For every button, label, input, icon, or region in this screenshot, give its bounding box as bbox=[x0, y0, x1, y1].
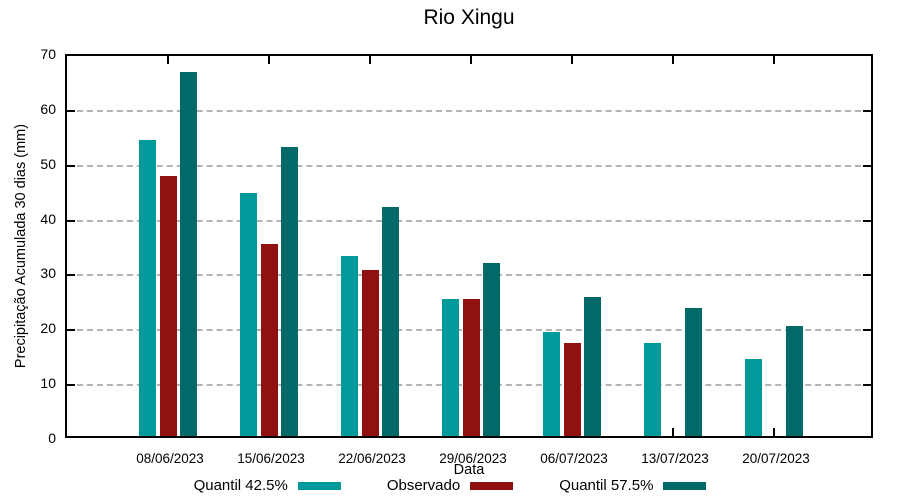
y-tick-label-60: 60 bbox=[40, 100, 56, 117]
x-tick-label-22-06-2023: 22/06/2023 bbox=[338, 451, 406, 466]
x-tick-mark bbox=[571, 56, 573, 64]
legend: Quantil 42.5% Observado Quantil 57.5% bbox=[0, 477, 900, 494]
x-tick-label-13-07-2023: 13/07/2023 bbox=[641, 451, 709, 466]
chart-title: Rio Xingu bbox=[423, 6, 515, 29]
bar-observado-15-06-2023 bbox=[260, 244, 278, 436]
bar-quantil-57-5-06-07-2023 bbox=[584, 296, 601, 436]
legend-item-quantil-42-5: Quantil 42.5% bbox=[194, 477, 341, 494]
y-tick-mark bbox=[863, 109, 871, 112]
bar-observado-22-06-2023 bbox=[361, 269, 379, 436]
x-tick-label-08-06-2023: 08/06/2023 bbox=[136, 451, 204, 466]
x-tick-mark bbox=[369, 56, 371, 64]
bar-quantil-57-5-13-07-2023 bbox=[685, 307, 702, 436]
y-tick-label-30: 30 bbox=[40, 265, 56, 282]
x-tick-mark bbox=[672, 56, 674, 64]
legend-label-observado: Observado bbox=[386, 477, 461, 494]
legend-swatch-quantil-42-5 bbox=[297, 481, 341, 490]
y-tick-mark bbox=[863, 384, 871, 387]
y-tick-mark bbox=[863, 329, 871, 332]
x-tick-mark bbox=[672, 428, 674, 436]
legend-swatch-observado bbox=[470, 481, 514, 490]
y-tick-label-40: 40 bbox=[40, 210, 56, 227]
y-tick-label-70: 70 bbox=[40, 46, 56, 62]
legend-label-quantil-42-5: Quantil 42.5% bbox=[193, 477, 288, 494]
legend-item-observado: Observado bbox=[386, 477, 514, 494]
bar-quantil-42-5-06-07-2023 bbox=[543, 331, 560, 436]
gridline-y-60 bbox=[67, 109, 871, 112]
bar-observado-06-07-2023 bbox=[563, 343, 581, 436]
bar-quantil-42-5-15-06-2023 bbox=[240, 192, 257, 436]
x-tick-mark bbox=[773, 428, 775, 436]
y-tick-mark bbox=[67, 274, 75, 277]
x-tick-mark bbox=[470, 56, 472, 64]
y-tick-mark bbox=[67, 329, 75, 332]
bar-quantil-57-5-08-06-2023 bbox=[180, 71, 197, 436]
bar-quantil-57-5-15-06-2023 bbox=[281, 146, 298, 436]
x-tick-label-29-06-2023: 29/06/2023 bbox=[439, 451, 507, 466]
y-tick-mark bbox=[67, 164, 75, 167]
bar-observado-29-06-2023 bbox=[462, 299, 480, 436]
legend-item-quantil-57-5: Quantil 57.5% bbox=[559, 477, 707, 494]
plot-area bbox=[65, 54, 873, 438]
y-tick-label-10: 10 bbox=[40, 375, 56, 392]
x-tick-mark bbox=[773, 56, 775, 64]
x-axis-title: Data bbox=[453, 462, 485, 478]
y-tick-label-50: 50 bbox=[40, 155, 56, 172]
y-tick-mark bbox=[67, 384, 75, 387]
bar-quantil-57-5-20-07-2023 bbox=[786, 325, 803, 436]
legend-label-quantil-57-5: Quantil 57.5% bbox=[559, 477, 654, 494]
bar-quantil-57-5-22-06-2023 bbox=[382, 207, 399, 436]
y-tick-mark bbox=[863, 274, 871, 277]
bar-quantil-42-5-20-07-2023 bbox=[745, 359, 762, 436]
x-tick-label-15-06-2023: 15/06/2023 bbox=[237, 451, 305, 466]
x-tick-label-06-07-2023: 06/07/2023 bbox=[540, 451, 608, 466]
bar-observado-08-06-2023 bbox=[159, 175, 177, 436]
y-tick-mark bbox=[67, 219, 75, 222]
legend-swatch-quantil-57-5 bbox=[663, 481, 707, 490]
bar-quantil-42-5-08-06-2023 bbox=[139, 139, 156, 436]
gridline-y-30 bbox=[67, 274, 871, 277]
bar-quantil-57-5-29-06-2023 bbox=[483, 263, 500, 436]
bar-quantil-42-5-22-06-2023 bbox=[341, 256, 358, 436]
y-tick-mark bbox=[863, 164, 871, 167]
x-tick-mark bbox=[268, 56, 270, 64]
bar-quantil-42-5-29-06-2023 bbox=[442, 299, 459, 436]
x-tick-label-20-07-2023: 20/07/2023 bbox=[742, 451, 810, 466]
gridline-y-40 bbox=[67, 219, 871, 222]
y-tick-mark bbox=[67, 109, 75, 112]
gridline-y-50 bbox=[67, 164, 871, 167]
y-tick-label-0: 0 bbox=[48, 430, 56, 446]
y-tick-mark bbox=[863, 219, 871, 222]
x-tick-mark bbox=[167, 56, 169, 64]
bar-quantil-42-5-13-07-2023 bbox=[644, 343, 661, 436]
y-tick-label-20: 20 bbox=[40, 320, 56, 337]
